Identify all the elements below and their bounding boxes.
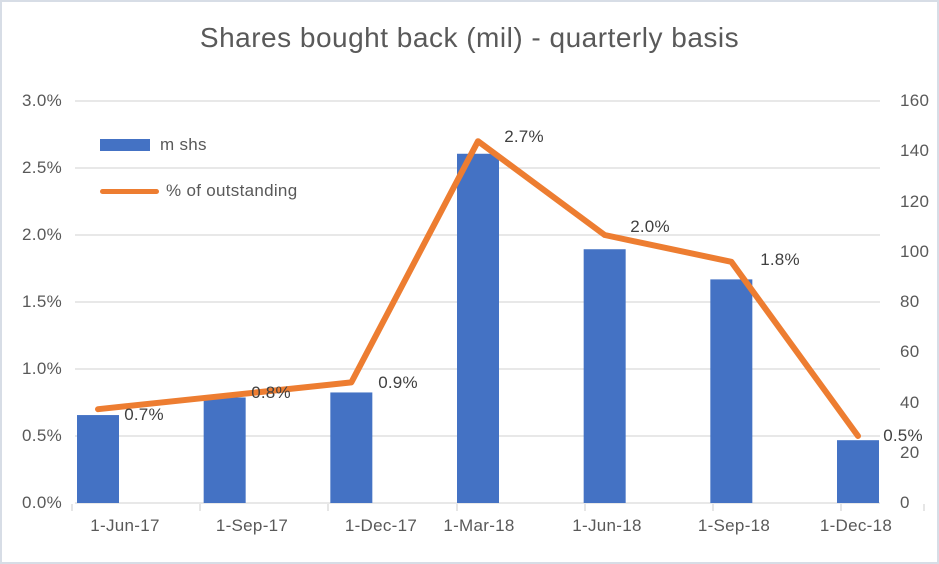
bar-1-jun-18 [583, 249, 626, 503]
left-axis-label: 0.0% [22, 493, 62, 512]
right-axis-label: 160 [900, 91, 930, 110]
left-axis-label: 1.5% [22, 292, 62, 311]
legend-item-pct-outstanding: % of outstanding [100, 179, 297, 203]
x-axis-label: 1-Mar-18 [443, 516, 515, 535]
right-axis-label: 40 [900, 392, 920, 412]
left-axis-label: 3.0% [22, 91, 62, 110]
right-axis-label: 100 [900, 241, 930, 261]
line-data-label: 0.7% [124, 405, 164, 424]
right-axis-label: 20 [900, 442, 920, 462]
x-axis-label: 1-Sep-18 [697, 516, 771, 535]
bar-1-mar-18 [457, 153, 499, 503]
x-axis-label: 1-Dec-17 [344, 516, 418, 535]
pct-outstanding-line [95, 138, 861, 439]
x-axis-label: 1-Jun-17 [90, 516, 160, 535]
line-data-label: 2.7% [504, 127, 544, 146]
x-axis-label: 1-Sep-17 [215, 516, 289, 535]
bar-1-jun-17 [77, 415, 119, 503]
legend-label-pct-outstanding: % of outstanding [166, 181, 298, 200]
bar-1-dec-18 [837, 440, 879, 503]
line-data-label: 0.5% [883, 426, 923, 445]
right-axis-label: 60 [900, 342, 920, 362]
left-axis-label: 2.5% [22, 158, 62, 177]
legend-label-m-shs: m shs [160, 135, 207, 154]
chart-title: Shares bought back (mil) - quarterly bas… [199, 22, 740, 53]
line-data-label: 2.0% [630, 217, 670, 236]
right-axis-label: 120 [900, 191, 930, 211]
line-data-label: 0.8% [251, 383, 291, 402]
legend: m shs % of outstanding [100, 133, 297, 203]
x-axis-label: 1-Dec-18 [819, 516, 893, 535]
bar-series-swatch-icon [100, 139, 150, 151]
legend-item-m-shs: m shs [100, 133, 297, 157]
right-axis-label: 140 [900, 141, 930, 161]
left-axis-label: 0.5% [22, 426, 62, 445]
right-axis-label: 80 [900, 292, 920, 311]
bar-1-sep-18 [710, 279, 753, 503]
x-axis-label: 1-Jun-18 [572, 516, 642, 535]
line-series-swatch-icon [100, 188, 159, 194]
bar-1-dec-17 [330, 392, 373, 503]
line-data-label: 1.8% [760, 250, 800, 269]
line-data-label: 0.9% [378, 373, 418, 392]
left-axis-label: 2.0% [22, 225, 62, 244]
left-axis-label: 1.0% [22, 359, 62, 378]
bar-1-sep-17 [203, 397, 246, 503]
right-axis-label: 0 [900, 493, 910, 512]
